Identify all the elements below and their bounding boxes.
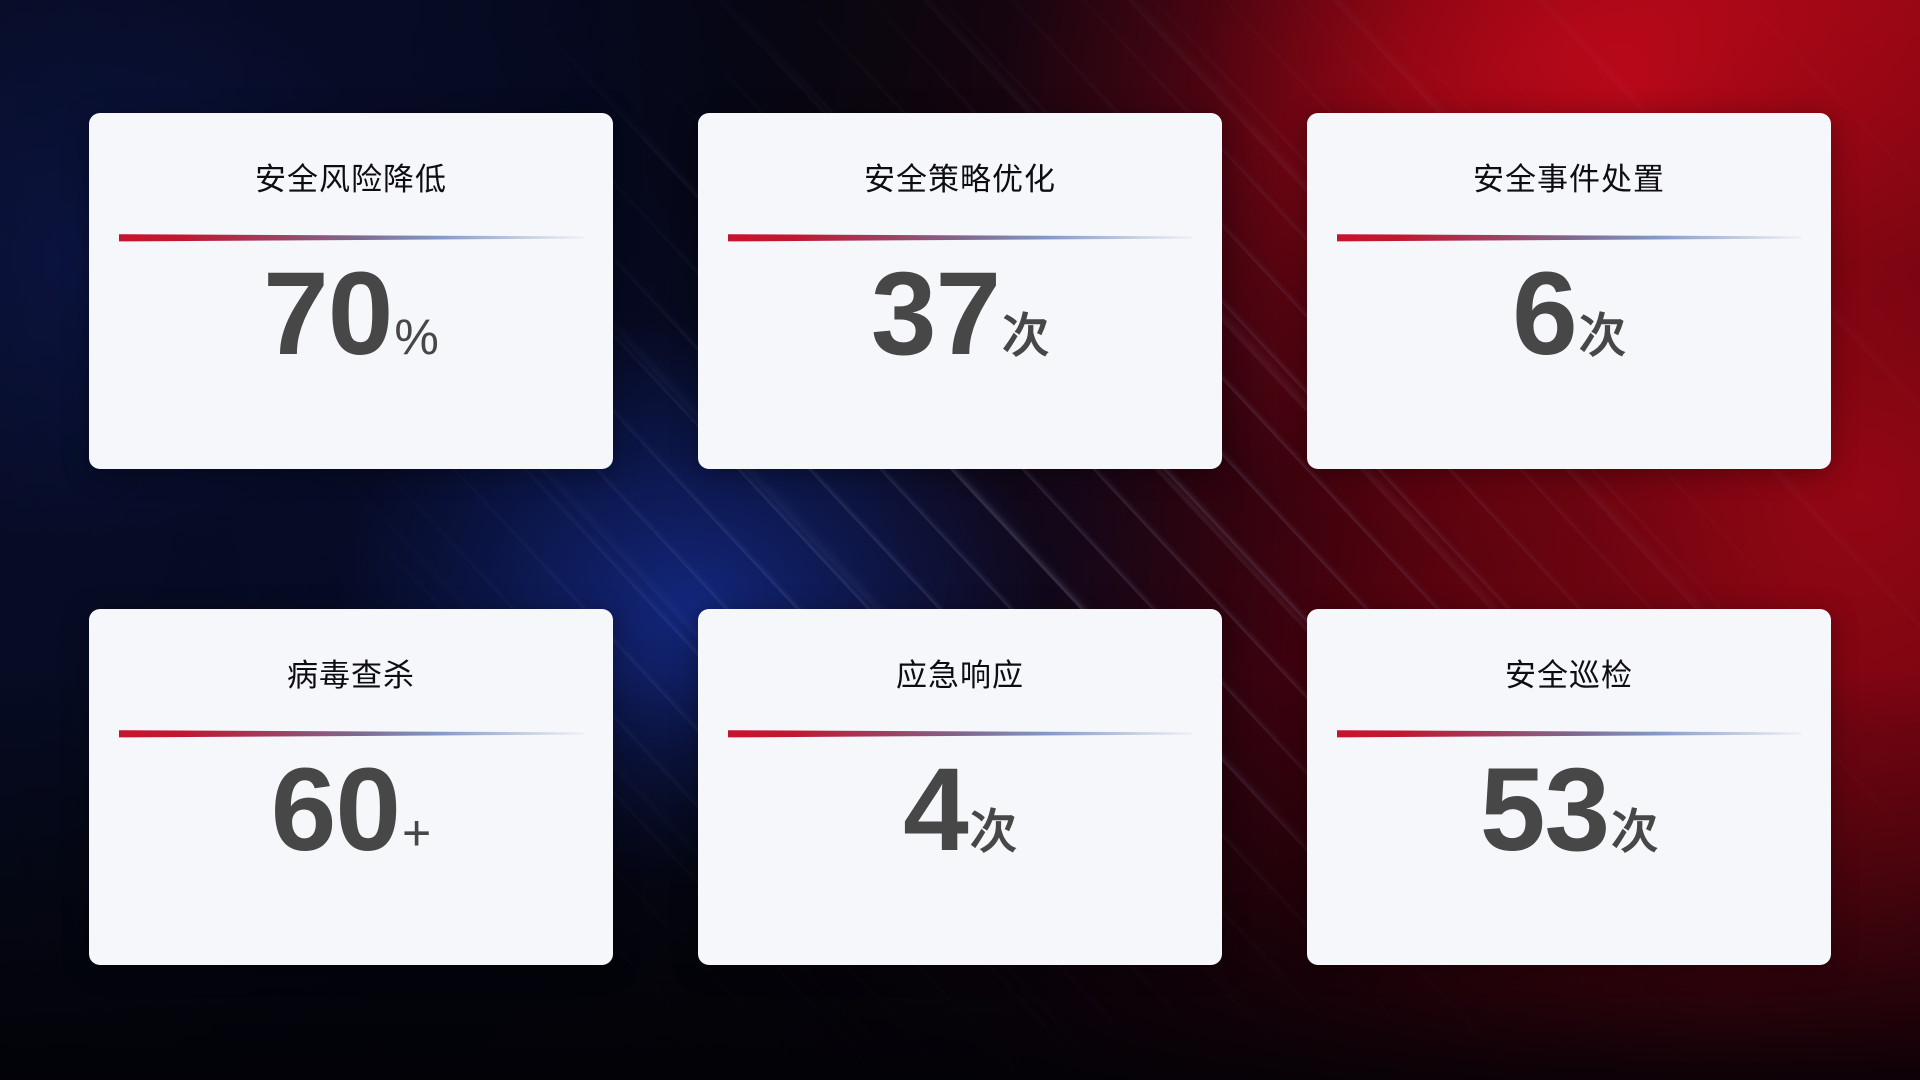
gradient-rule-icon (1336, 730, 1802, 738)
metric-card-value: 6 次 (1512, 248, 1626, 380)
gradient-rule-icon (118, 730, 584, 738)
metric-value-number: 53 (1479, 744, 1610, 876)
metric-value-suffix: + (402, 805, 432, 862)
metric-card-accent-rule (1336, 727, 1802, 738)
gradient-rule-icon (1336, 234, 1802, 242)
metric-card-value: 60 + (270, 744, 432, 876)
metric-card-value: 4 次 (903, 744, 1017, 876)
metric-card-title: 安全风险降低 (255, 162, 447, 197)
metric-value-suffix: 次 (1002, 309, 1050, 363)
metric-card-accent-rule (118, 231, 584, 242)
metric-card-value: 70 % (263, 248, 439, 380)
metric-card-title: 安全巡检 (1505, 658, 1633, 693)
gradient-rule-icon (118, 234, 584, 242)
metric-value-number: 70 (263, 248, 393, 380)
metric-card-accent-rule (1336, 231, 1802, 242)
metric-card-security-risk-reduction[interactable]: 安全风险降低 (89, 113, 613, 469)
metric-card-accent-rule (727, 727, 1193, 738)
metric-value-suffix: 次 (1578, 309, 1626, 363)
metric-card-title: 安全策略优化 (864, 162, 1056, 197)
metric-value-suffix: 次 (1611, 805, 1659, 859)
gradient-rule-icon (727, 234, 1193, 242)
metric-value-number: 60 (270, 744, 401, 876)
metric-card-title: 应急响应 (896, 658, 1024, 693)
metric-card-accent-rule (118, 727, 584, 738)
metric-card-security-inspection[interactable]: 安全巡检 (1307, 609, 1831, 965)
gradient-rule-icon (727, 730, 1193, 738)
metric-card-security-incident-handling[interactable]: 安全事件处置 (1307, 113, 1831, 469)
metric-value-suffix: % (394, 309, 439, 366)
metric-card-virus-removal[interactable]: 病毒查杀 (89, 609, 613, 965)
metric-card-title: 安全事件处置 (1473, 162, 1665, 197)
metric-card-value: 37 次 (870, 248, 1050, 380)
metric-card-grid: 安全风险降低 (89, 113, 1831, 965)
metric-card-emergency-response[interactable]: 应急响应 (698, 609, 1222, 965)
metric-card-security-policy-optimization[interactable]: 安全策略优化 (698, 113, 1222, 469)
metric-card-title: 病毒查杀 (287, 658, 415, 693)
metric-value-suffix: 次 (969, 805, 1017, 859)
metric-value-number: 37 (870, 248, 1001, 380)
metric-card-accent-rule (727, 231, 1193, 242)
metric-value-number: 6 (1512, 248, 1578, 380)
metric-card-value: 53 次 (1479, 744, 1659, 876)
metric-value-number: 4 (903, 744, 969, 876)
